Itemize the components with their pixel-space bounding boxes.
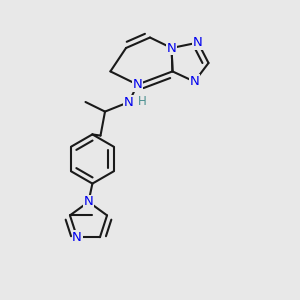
- Text: N: N: [190, 75, 199, 88]
- Text: N: N: [72, 231, 82, 244]
- Text: N: N: [133, 78, 142, 91]
- Text: N: N: [84, 195, 93, 208]
- Text: N: N: [193, 36, 203, 49]
- Text: N: N: [167, 41, 176, 55]
- Text: N: N: [124, 95, 134, 109]
- Text: H: H: [138, 94, 147, 108]
